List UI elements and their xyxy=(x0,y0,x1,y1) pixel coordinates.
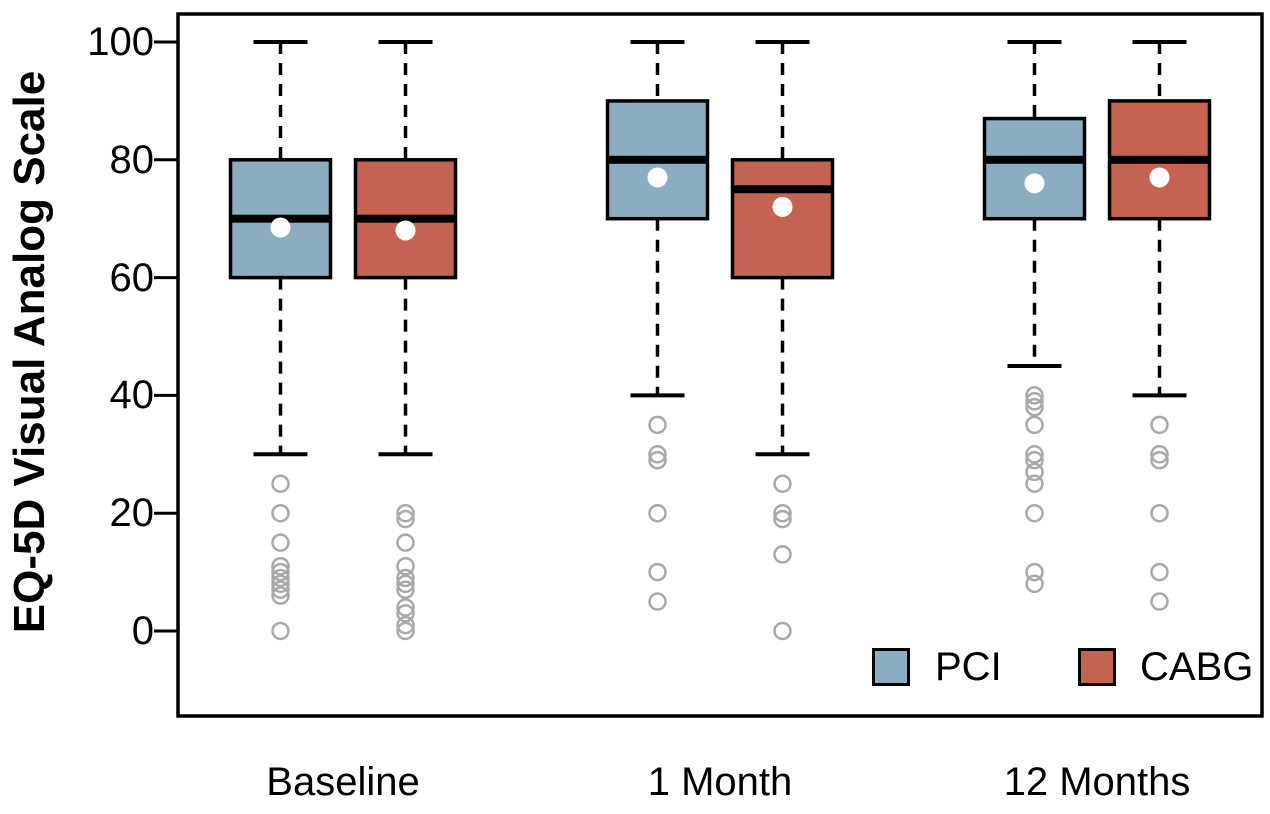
outlier-point xyxy=(1025,503,1044,523)
legend-swatch-pci xyxy=(872,648,910,686)
outlier-point xyxy=(773,545,792,564)
box-group-cabg-0 xyxy=(353,40,458,641)
mean-marker xyxy=(647,167,668,188)
outlier-point xyxy=(1025,574,1044,594)
median-bar xyxy=(984,155,1085,164)
outlier-point xyxy=(1150,415,1169,435)
y-tick-label-100: 100 xyxy=(87,20,154,64)
outlier-point xyxy=(1025,386,1044,405)
outlier-point xyxy=(773,509,792,529)
outlier-point xyxy=(773,621,792,641)
x-category-label-1-month: 1 Month xyxy=(647,760,793,804)
outlier-point xyxy=(396,615,415,635)
x-category-label-12-months: 12 Months xyxy=(1003,760,1191,804)
mean-marker xyxy=(1024,173,1045,194)
box-group-cabg-2 xyxy=(1107,40,1212,611)
outlier-point xyxy=(396,604,415,623)
outlier-point xyxy=(773,503,792,523)
outlier-point xyxy=(271,586,290,605)
outlier-point xyxy=(648,592,667,611)
box-group-pci-2 xyxy=(982,40,1087,594)
median-bar xyxy=(1109,155,1210,164)
mean-marker xyxy=(395,220,416,241)
y-tick-label-40: 40 xyxy=(109,373,155,417)
outlier-point xyxy=(271,574,290,594)
y-tick-label-0: 0 xyxy=(131,609,154,653)
outlier-point xyxy=(396,598,415,617)
outlier-point xyxy=(396,580,415,600)
plot-border xyxy=(176,12,1264,718)
outlier-point xyxy=(1025,562,1044,582)
outlier-point xyxy=(271,556,290,576)
outlier-point xyxy=(271,533,290,552)
outlier-point xyxy=(396,568,415,588)
outlier-point xyxy=(648,445,667,464)
legend-label-cabg: CABG xyxy=(1140,645,1254,689)
outlier-point xyxy=(648,415,667,435)
outlier-point xyxy=(1025,397,1044,417)
outlier-point xyxy=(271,503,290,523)
outlier-point xyxy=(648,450,667,470)
x-category-label-baseline: Baseline xyxy=(266,760,420,804)
outlier-point xyxy=(1025,445,1044,464)
outlier-point xyxy=(271,580,290,600)
legend-swatch-cabg xyxy=(1078,648,1116,686)
outlier-point xyxy=(271,621,290,641)
outlier-point xyxy=(773,474,792,493)
mean-marker xyxy=(270,217,291,238)
outlier-point xyxy=(648,503,667,523)
box-group-pci-1 xyxy=(605,40,710,611)
y-tick-label-20: 20 xyxy=(109,491,155,535)
y-tick-label-60: 60 xyxy=(109,256,155,300)
mean-marker xyxy=(772,196,793,217)
outlier-point xyxy=(1150,562,1169,582)
outlier-point xyxy=(396,556,415,576)
outlier-point xyxy=(1150,445,1169,464)
outlier-point xyxy=(271,568,290,588)
outlier-point xyxy=(271,474,290,493)
y-tick-label-80: 80 xyxy=(109,138,155,182)
outlier-point xyxy=(396,533,415,552)
box-group-pci-0 xyxy=(228,40,333,641)
outlier-point xyxy=(1025,450,1044,470)
outlier-point xyxy=(648,562,667,582)
outlier-point xyxy=(1025,462,1044,482)
outlier-point xyxy=(396,621,415,641)
outlier-point xyxy=(271,562,290,582)
outlier-point xyxy=(396,503,415,523)
mean-marker xyxy=(1149,167,1170,188)
iqr-box xyxy=(982,116,1087,221)
median-bar xyxy=(607,155,708,164)
outlier-point xyxy=(1150,592,1169,611)
outlier-point xyxy=(1025,415,1044,435)
median-bar xyxy=(355,214,456,223)
outlier-point xyxy=(396,574,415,594)
outlier-point xyxy=(1025,392,1044,411)
outlier-point xyxy=(1150,503,1169,523)
outlier-point xyxy=(1150,450,1169,470)
box-group-cabg-1 xyxy=(730,40,835,641)
outlier-point xyxy=(396,509,415,529)
median-bar xyxy=(732,185,833,194)
iqr-box xyxy=(730,158,835,280)
legend-label-pci: PCI xyxy=(935,645,1002,689)
outlier-point xyxy=(1025,474,1044,493)
